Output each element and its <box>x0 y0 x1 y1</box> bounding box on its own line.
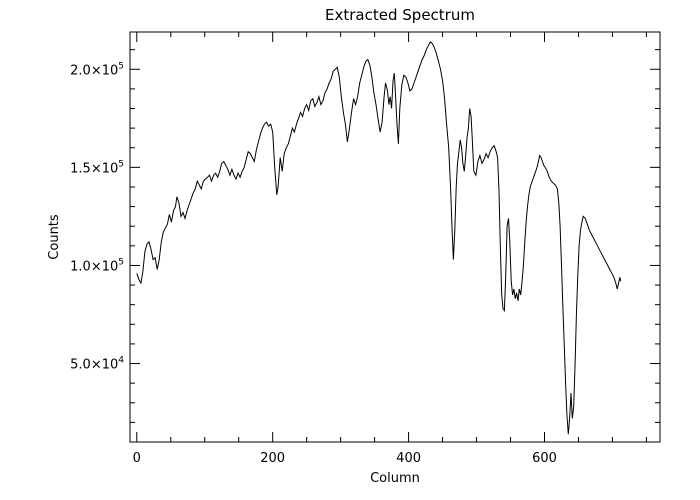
y-tick-label: 5.0×104 <box>70 356 124 373</box>
y-tick-label: 2.0×105 <box>70 61 124 78</box>
x-axis-title: Column <box>370 471 420 486</box>
y-tick-label: 1.5×105 <box>70 159 124 176</box>
x-tick-label: 600 <box>532 451 557 466</box>
spectrum-line <box>136 40 622 435</box>
x-tick-labels: 0 200 400 600 <box>133 451 557 466</box>
y-tick-labels: 5.0×104 1.0×105 1.5×105 2.0×105 <box>70 61 124 372</box>
x-tick-label: 400 <box>396 451 421 466</box>
chart-title: Extracted Spectrum <box>325 6 475 24</box>
plot-frame <box>129 31 661 443</box>
axis-ticks <box>130 32 660 443</box>
y-tick-label: 1.0×105 <box>70 257 124 274</box>
x-tick-label: 200 <box>260 451 285 466</box>
x-tick-label: 0 <box>133 451 141 466</box>
y-axis-title: Counts <box>47 214 62 260</box>
